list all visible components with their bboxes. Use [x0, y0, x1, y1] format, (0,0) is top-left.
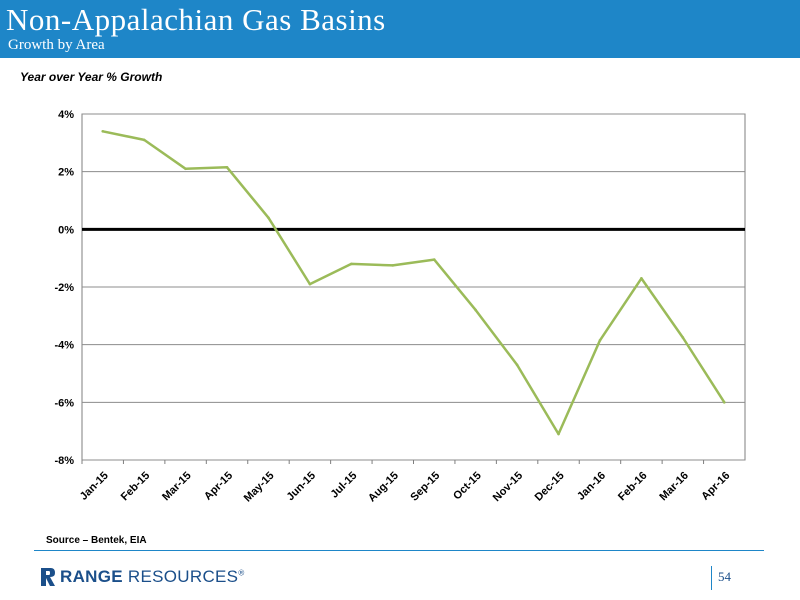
data-point [184, 167, 187, 171]
line-chart: 4%2%0%-2%-4%-6%-8%Jan-15 Feb-15 Mar-15 Apr-… [54, 109, 746, 505]
logo-text: RANGE RESOURCES® [60, 567, 245, 586]
x-tick-label: Nov-15 [491, 470, 525, 504]
page-subtitle: Growth by Area [8, 37, 105, 53]
x-tick-label: Dec-15 [533, 470, 567, 504]
y-tick-label: 0% [58, 224, 74, 236]
x-tick-label: Apr-16 [699, 470, 732, 503]
y-tick-label: -2% [54, 282, 74, 294]
data-point [350, 262, 353, 266]
data-point [681, 336, 685, 339]
x-tick-label: Jul-15 [328, 470, 359, 501]
x-tick-label: Sep-15 [408, 470, 442, 504]
x-tick-label: Feb-15 [119, 470, 153, 504]
header-banner: Non-Appalachian Gas Basins Growth by Are… [0, 0, 800, 58]
footer-divider [34, 550, 764, 551]
x-tick-label: May-15 [242, 470, 277, 505]
data-point [432, 258, 436, 261]
x-tick-label: Jan-15 [78, 470, 111, 503]
data-point [142, 138, 146, 142]
y-tick-label: -6% [54, 397, 74, 409]
chart-title: Year over Year % Growth [20, 70, 163, 84]
page-title: Non-Appalachian Gas Basins [6, 2, 386, 37]
y-tick-label: -4% [54, 340, 74, 352]
data-point [267, 216, 270, 220]
data-point [391, 264, 395, 267]
x-tick-label: Mar-15 [160, 470, 194, 504]
y-tick-label: -8% [54, 455, 74, 467]
company-logo: RANGE RESOURCES® [40, 566, 245, 588]
page-number-divider [711, 566, 712, 590]
data-point [598, 339, 602, 342]
page-number: 54 [718, 569, 731, 584]
y-tick-label: 4% [58, 109, 74, 121]
data-point [101, 130, 105, 133]
y-tick-label: 2% [58, 167, 74, 179]
x-tick-label: Jun-15 [284, 470, 318, 504]
logo-mark-icon [41, 568, 55, 586]
x-tick-label: Oct-15 [451, 470, 484, 503]
series-line [102, 130, 726, 436]
data-point [474, 308, 477, 312]
x-tick-label: Feb-16 [616, 470, 650, 504]
x-tick-label: Aug-15 [366, 470, 401, 505]
data-point [225, 166, 229, 169]
x-tick-label: Mar-16 [657, 470, 691, 504]
data-point [640, 277, 643, 280]
x-tick-label: Apr-15 [202, 470, 235, 503]
source-note: Source – Bentek, EIA [46, 535, 147, 546]
data-point [722, 401, 726, 404]
data-point [515, 363, 519, 367]
x-tick-label: Jan-16 [575, 470, 608, 503]
data-point [308, 282, 312, 286]
data-point [557, 432, 560, 436]
